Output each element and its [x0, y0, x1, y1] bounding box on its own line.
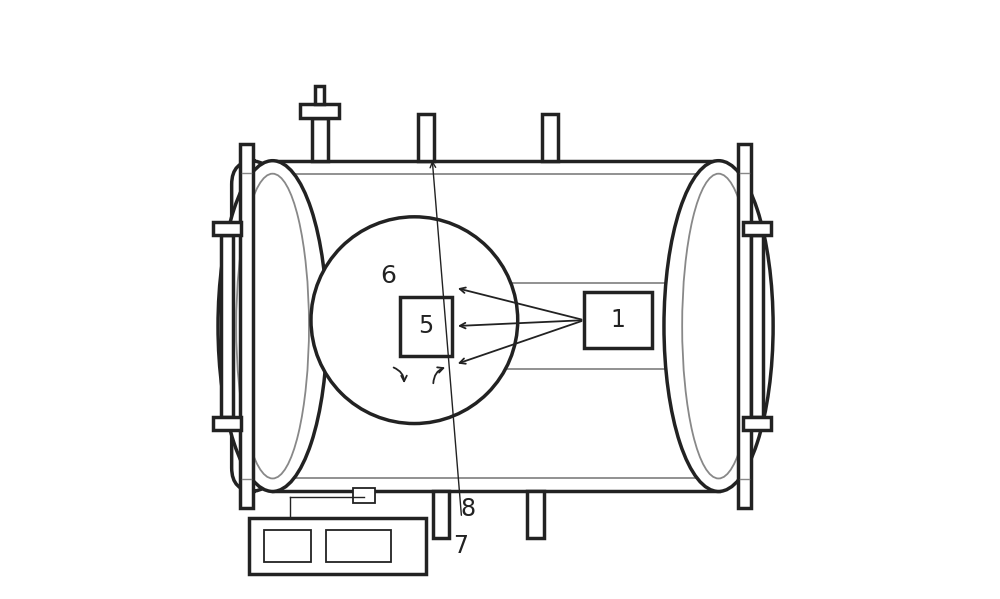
Polygon shape	[353, 488, 375, 503]
Polygon shape	[584, 292, 652, 348]
Polygon shape	[300, 104, 339, 118]
Polygon shape	[249, 518, 426, 574]
Polygon shape	[213, 417, 241, 430]
Text: 8: 8	[460, 497, 475, 521]
FancyBboxPatch shape	[232, 161, 273, 491]
Text: 6: 6	[380, 264, 396, 288]
Polygon shape	[273, 161, 719, 491]
Polygon shape	[213, 222, 241, 235]
Polygon shape	[315, 86, 324, 104]
Polygon shape	[743, 222, 771, 235]
Text: 1: 1	[611, 308, 626, 332]
Polygon shape	[240, 144, 253, 508]
Polygon shape	[751, 235, 763, 417]
Text: 5: 5	[419, 314, 434, 338]
Polygon shape	[264, 530, 311, 562]
Polygon shape	[542, 114, 558, 161]
Polygon shape	[527, 491, 544, 539]
Polygon shape	[400, 297, 452, 356]
Polygon shape	[738, 144, 751, 508]
Polygon shape	[743, 417, 771, 430]
Circle shape	[311, 217, 518, 423]
Polygon shape	[418, 114, 434, 161]
Polygon shape	[312, 118, 328, 161]
Text: 7: 7	[453, 534, 468, 558]
Ellipse shape	[664, 161, 773, 491]
Ellipse shape	[218, 161, 327, 491]
Polygon shape	[221, 235, 233, 417]
Polygon shape	[326, 530, 391, 562]
Polygon shape	[433, 491, 449, 539]
